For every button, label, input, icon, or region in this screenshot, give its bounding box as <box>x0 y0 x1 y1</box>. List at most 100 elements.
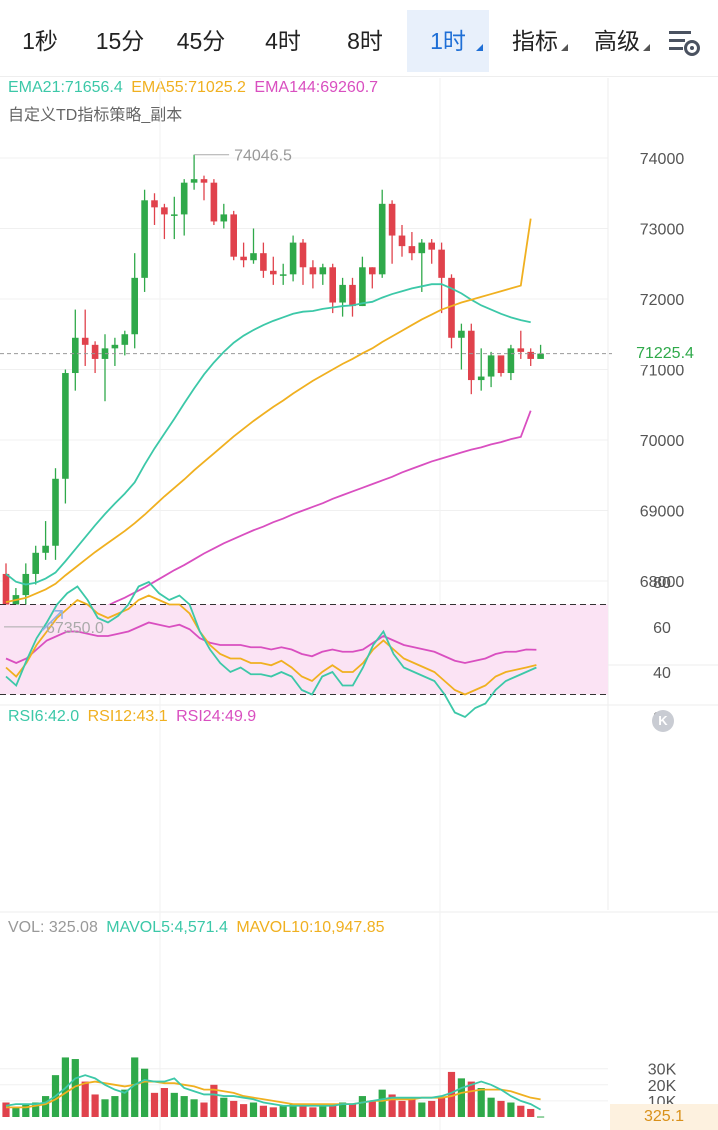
volume-bar <box>249 1102 258 1117</box>
tab-8h[interactable]: 8时 <box>324 10 406 72</box>
dropdown-triangle-icon <box>643 44 650 51</box>
candle-body <box>240 256 247 261</box>
price-axis-label: 70000 <box>640 433 685 450</box>
volume-bar <box>42 1096 50 1117</box>
volume-bar <box>438 1097 446 1117</box>
rsi-band <box>0 604 608 695</box>
volume-bar <box>141 1068 149 1117</box>
tab-label: 指标 <box>512 28 558 54</box>
candle-body <box>91 344 99 359</box>
mavol5-line <box>5 1074 542 1111</box>
timeframe-tabbar: 1秒 15分 45分 4时 8时 1时 指标 高级 <box>0 0 718 77</box>
candle-body <box>151 200 158 208</box>
volume-bar <box>339 1102 347 1117</box>
volume-bar <box>507 1102 515 1117</box>
vol-axis-label: 30K <box>648 1062 677 1079</box>
volume-bar <box>537 1116 545 1118</box>
tab-15m[interactable]: 15分 <box>80 10 160 72</box>
volume-bar <box>467 1081 475 1117</box>
rsi6-label: RSI6:42.0 <box>8 708 80 725</box>
volume-bar <box>527 1108 535 1117</box>
volume-bar <box>160 1088 168 1117</box>
rsi12-label: RSI12:43.1 <box>87 708 168 725</box>
volume-bar <box>150 1092 159 1117</box>
price-axis-label: 69000 <box>640 504 685 521</box>
candle-body <box>12 595 20 610</box>
volume-bar <box>190 1099 198 1117</box>
rsi24-line <box>5 621 537 664</box>
volume-bar <box>32 1102 40 1117</box>
volume-bar <box>299 1105 307 1117</box>
volume-bar <box>111 1096 119 1117</box>
candle-body <box>359 267 366 307</box>
rsi6-line <box>5 580 537 719</box>
volume-bar <box>457 1078 465 1117</box>
price-axis-label: 71000 <box>640 363 685 380</box>
volume-bar <box>131 1057 139 1117</box>
candle-body <box>458 330 465 338</box>
candle-body <box>398 235 406 247</box>
candle-body <box>52 478 59 546</box>
volume-bar <box>388 1094 396 1117</box>
volume-bar <box>418 1102 426 1117</box>
candle-body <box>161 207 168 215</box>
candle-body <box>200 179 208 183</box>
candle-body <box>2 573 10 617</box>
current-volume-tag: 325.1 <box>610 1104 718 1130</box>
candle-body <box>388 203 396 236</box>
candle-body <box>32 552 39 574</box>
tab-advanced[interactable]: 高级 <box>578 10 656 72</box>
candle-body <box>289 242 297 275</box>
tab-45m[interactable]: 45分 <box>160 10 242 72</box>
price-axis-label: 73000 <box>640 222 685 239</box>
candle-body <box>121 334 129 345</box>
volume-bar <box>2 1102 10 1117</box>
candle-body <box>497 355 505 374</box>
candle-body <box>230 214 237 257</box>
tab-1s[interactable]: 1秒 <box>0 10 80 72</box>
rsi-axis-label: 80 <box>653 575 671 592</box>
tab-1h[interactable]: 1时 <box>407 10 489 72</box>
candle-body <box>537 353 544 359</box>
rsi-legend: RSI6:42.0 RSI12:43.1 RSI24:49.9 <box>8 708 260 726</box>
candle-body <box>299 242 307 268</box>
candle-body <box>527 351 534 359</box>
rsi24-label: RSI24:49.9 <box>176 708 257 725</box>
chart-settings-icon[interactable] <box>666 24 702 60</box>
volume-bar <box>269 1107 277 1117</box>
tab-4h[interactable]: 4时 <box>242 10 324 72</box>
current-price-tag: 71225.4 <box>612 343 718 365</box>
volume-bar <box>447 1071 456 1117</box>
volume-bar <box>240 1104 248 1117</box>
volume-bar <box>230 1100 238 1117</box>
volume-bar <box>348 1104 357 1117</box>
rsi-panel: 80604020 <box>0 575 671 727</box>
tab-label: 4时 <box>265 28 301 54</box>
candle-body <box>468 330 475 381</box>
collapse-badge[interactable]: K <box>652 710 674 732</box>
volume-bar <box>170 1092 178 1117</box>
volume-bar <box>358 1096 366 1117</box>
rsi-axis-label: 40 <box>653 665 671 682</box>
volume-bar <box>487 1097 495 1117</box>
candle-body <box>428 242 435 250</box>
mavol10-line <box>6 1080 541 1109</box>
price-axis-label: 74000 <box>640 151 685 168</box>
tab-indicators[interactable]: 指标 <box>496 10 574 72</box>
candle-body <box>507 348 515 374</box>
rsi-axis-label: 60 <box>653 620 671 637</box>
volume-bar <box>279 1105 287 1117</box>
volume-bar <box>289 1104 297 1117</box>
price-axis-label: 72000 <box>640 292 685 309</box>
candle-body <box>438 249 445 278</box>
ema21-line <box>5 283 531 586</box>
volume-bar <box>101 1099 109 1117</box>
candle-body <box>487 355 495 377</box>
mavol10-label: MAVOL10:10,947.85 <box>236 919 385 936</box>
volume-bar <box>180 1096 188 1117</box>
high-marker-label: 74046.5 <box>234 148 292 165</box>
candle-body <box>339 284 346 303</box>
candle-body <box>42 545 49 553</box>
